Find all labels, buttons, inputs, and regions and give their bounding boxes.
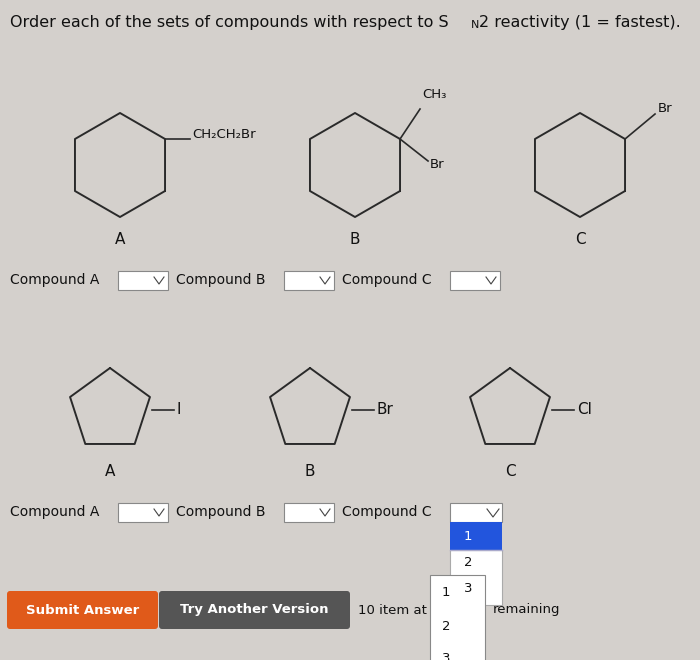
Text: 2: 2 bbox=[442, 620, 451, 632]
Text: 10 item at: 10 item at bbox=[358, 603, 427, 616]
Text: B: B bbox=[304, 465, 315, 480]
Bar bbox=[450, 503, 502, 522]
Text: Compound C: Compound C bbox=[342, 505, 432, 519]
Text: C: C bbox=[505, 465, 515, 480]
Text: Br: Br bbox=[377, 403, 394, 418]
Text: Br: Br bbox=[430, 158, 444, 172]
Text: Order each of the sets of compounds with respect to S: Order each of the sets of compounds with… bbox=[10, 15, 449, 30]
Text: CH₂CH₂Br: CH₂CH₂Br bbox=[192, 129, 256, 141]
Text: Compound C: Compound C bbox=[342, 273, 432, 287]
FancyBboxPatch shape bbox=[159, 591, 350, 629]
Text: Try Another Version: Try Another Version bbox=[181, 603, 329, 616]
Text: 2 reactivity (1 = fastest).: 2 reactivity (1 = fastest). bbox=[479, 15, 680, 30]
Text: 1: 1 bbox=[464, 529, 473, 543]
Bar bbox=[450, 550, 502, 605]
Bar bbox=[450, 271, 500, 290]
Text: Br: Br bbox=[658, 102, 673, 115]
Text: 3: 3 bbox=[442, 653, 451, 660]
Text: C: C bbox=[575, 232, 585, 248]
Text: A: A bbox=[115, 232, 125, 248]
Text: Compound A: Compound A bbox=[10, 505, 99, 519]
Text: Cl: Cl bbox=[577, 403, 592, 418]
Text: A: A bbox=[105, 465, 116, 480]
Text: Compound B: Compound B bbox=[176, 273, 265, 287]
Text: Compound A: Compound A bbox=[10, 273, 99, 287]
Bar bbox=[284, 271, 334, 290]
Text: N: N bbox=[471, 20, 480, 30]
Text: remaining: remaining bbox=[493, 603, 561, 616]
Text: Compound B: Compound B bbox=[176, 505, 265, 519]
FancyBboxPatch shape bbox=[7, 591, 158, 629]
Bar bbox=[430, 575, 485, 660]
Bar bbox=[450, 522, 502, 550]
Text: 2: 2 bbox=[464, 556, 473, 568]
Text: CH₃: CH₃ bbox=[422, 88, 447, 100]
Bar bbox=[284, 502, 334, 521]
Bar bbox=[118, 502, 168, 521]
Text: 1: 1 bbox=[442, 587, 451, 599]
Text: I: I bbox=[177, 403, 181, 418]
Text: 3: 3 bbox=[464, 581, 473, 595]
Bar bbox=[118, 271, 168, 290]
Text: Submit Answer: Submit Answer bbox=[26, 603, 139, 616]
Text: B: B bbox=[350, 232, 360, 248]
